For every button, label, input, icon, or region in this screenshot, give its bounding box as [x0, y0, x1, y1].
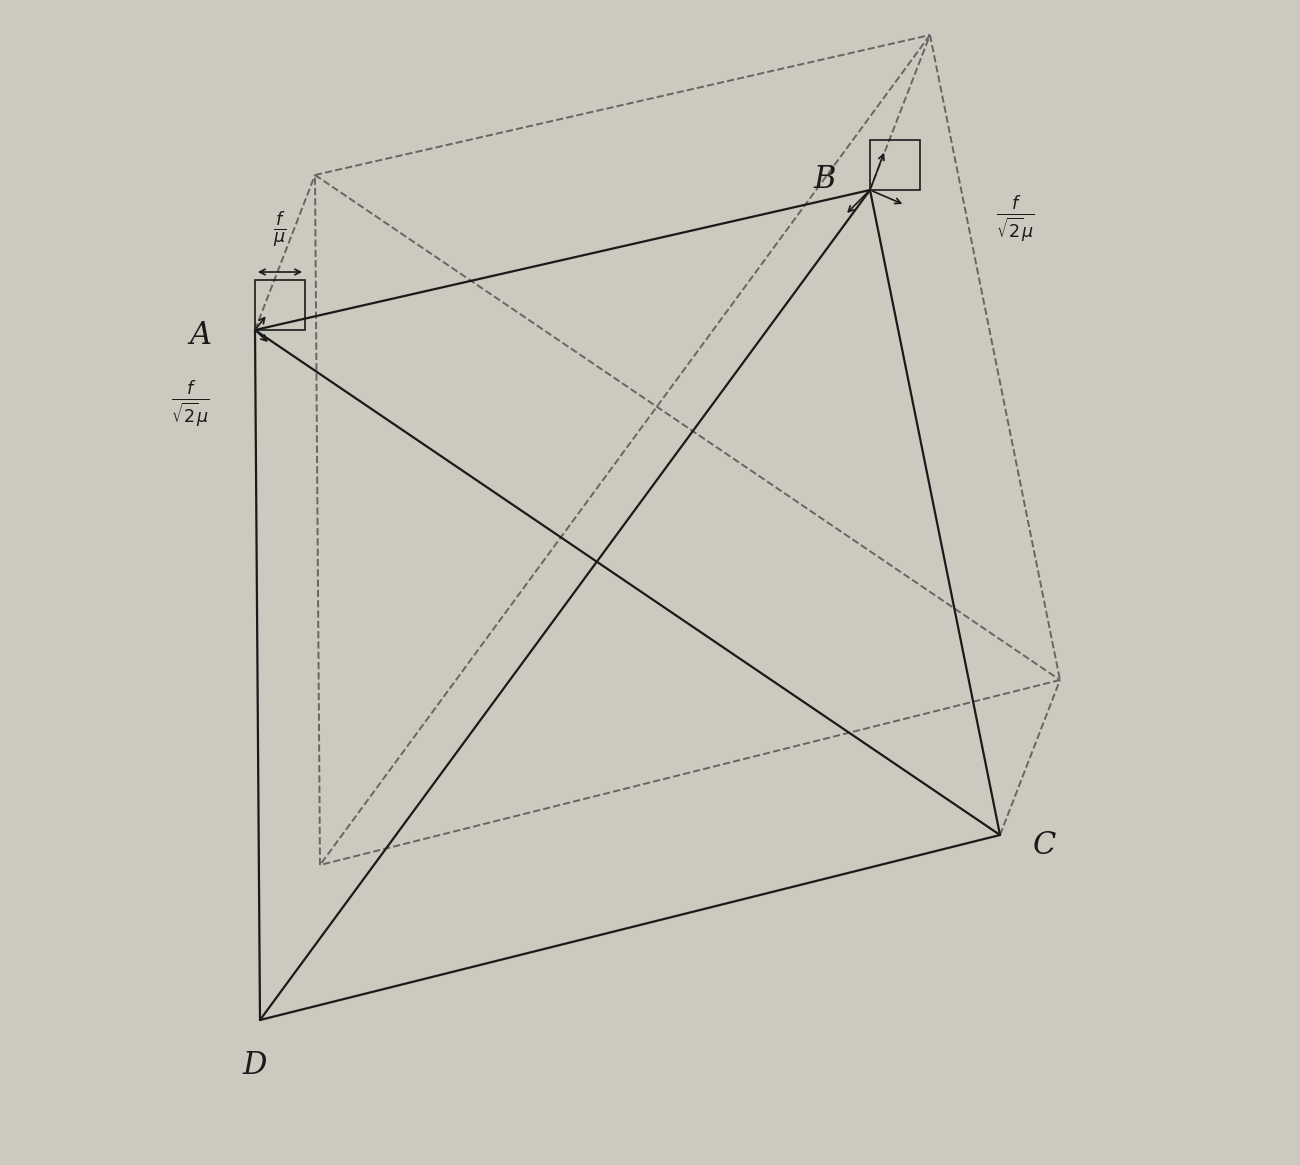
Text: A: A — [188, 319, 211, 351]
Text: $\frac{f}{\sqrt{2}\mu}$: $\frac{f}{\sqrt{2}\mu}$ — [170, 380, 209, 431]
Text: C: C — [1034, 829, 1057, 861]
Text: $\frac{f}{\mu}$: $\frac{f}{\mu}$ — [273, 210, 287, 250]
Text: D: D — [243, 1050, 268, 1080]
Text: $\frac{f}{\sqrt{2}\mu}$: $\frac{f}{\sqrt{2}\mu}$ — [996, 195, 1035, 246]
Text: B: B — [814, 164, 836, 196]
